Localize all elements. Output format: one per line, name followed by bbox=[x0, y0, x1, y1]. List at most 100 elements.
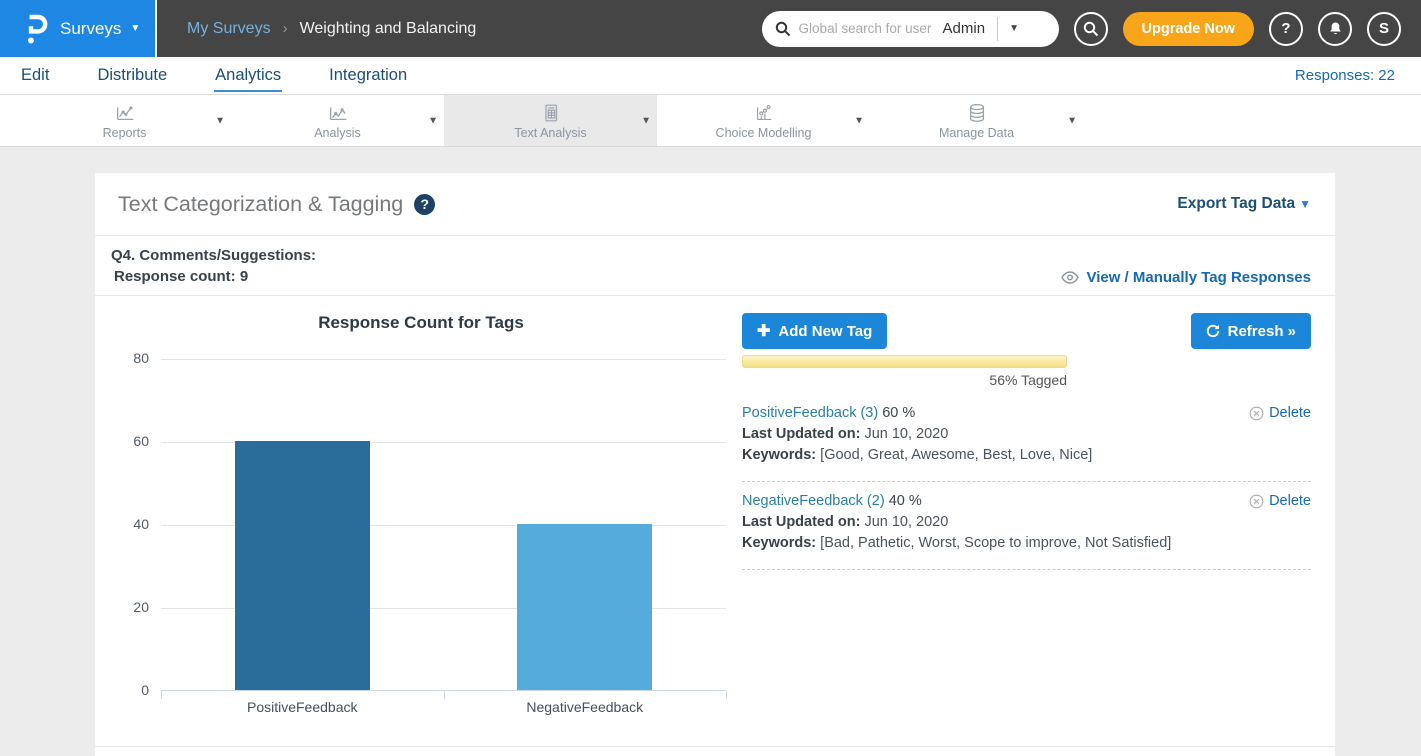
chart-plot: 0 20 40 60 80 bbox=[133, 350, 727, 699]
question-section: Q4. Comments/Suggestions: Response count… bbox=[95, 236, 1335, 296]
chevron-down-icon[interactable]: ▼ bbox=[1067, 115, 1077, 126]
tag-item-negativefeedback-2: NegativeFeedback (2) 40 % Last Updated on… bbox=[742, 482, 1311, 570]
chevron-down-icon: ▼ bbox=[130, 23, 141, 34]
view-manually-tag-link[interactable]: View / Manually Tag Responses bbox=[1061, 269, 1311, 286]
question-label: Q4. Comments/Suggestions: bbox=[111, 247, 317, 264]
y-axis-tick-label: 60 bbox=[133, 433, 149, 449]
chevron-down-icon: ▼ bbox=[1299, 197, 1311, 211]
breadcrumb-current: Weighting and Balancing bbox=[299, 19, 477, 37]
upgrade-now-button[interactable]: Upgrade Now bbox=[1122, 11, 1254, 46]
breadcrumb: My Surveys › Weighting and Balancing bbox=[187, 0, 476, 57]
x-axis-line bbox=[161, 690, 726, 691]
toolbar-item-label: Manage Data bbox=[938, 125, 1015, 140]
tags-list: PositiveFeedback (3) 60 % Last Updated on… bbox=[742, 394, 1311, 570]
spacer bbox=[95, 735, 1335, 747]
plus-icon: ✚ bbox=[757, 323, 771, 340]
tags-actions: ✚ Add New Tag Refresh » bbox=[742, 313, 1311, 349]
refresh-icon bbox=[1206, 324, 1220, 338]
chevron-down-icon[interactable]: ▼ bbox=[215, 115, 225, 126]
eye-icon bbox=[1061, 271, 1080, 284]
y-axis-tick-label: 0 bbox=[141, 682, 149, 698]
tag-percent: 40 % bbox=[888, 493, 922, 509]
y-axis-tick-label: 40 bbox=[133, 516, 149, 532]
chart-x-labels: PositiveFeedback NegativeFeedback bbox=[161, 699, 726, 725]
delete-button[interactable]: Delete bbox=[1249, 491, 1311, 512]
toolbar-item-label: Reports bbox=[102, 125, 147, 140]
x-axis-category-label: PositiveFeedback bbox=[246, 699, 358, 715]
gridline bbox=[161, 442, 726, 443]
tab-edit[interactable]: Edit bbox=[21, 65, 50, 84]
help-button[interactable]: ? bbox=[1269, 11, 1303, 46]
progress-label: 56% Tagged bbox=[989, 372, 1067, 388]
x-axis-tick bbox=[161, 691, 162, 699]
search-input[interactable] bbox=[798, 21, 939, 36]
database-icon bbox=[965, 102, 989, 124]
gridline bbox=[161, 608, 726, 609]
search-button[interactable] bbox=[1073, 11, 1108, 46]
toolbar-item-analysis[interactable]: Analysis ▼ bbox=[231, 95, 444, 146]
main-area: Text Categorization & Tagging ? Export T… bbox=[0, 147, 1421, 756]
x-axis-category-label: NegativeFeedback bbox=[526, 699, 644, 715]
refresh-button[interactable]: Refresh » bbox=[1190, 313, 1311, 349]
top-header: Surveys ▼ My Surveys › Weighting and Bal… bbox=[0, 0, 1421, 57]
text-analysis-icon bbox=[539, 102, 563, 124]
chevron-down-icon[interactable]: ▼ bbox=[854, 115, 864, 126]
chart-column: Response Count for Tags 0 20 40 60 80 Positi… bbox=[111, 311, 731, 725]
tab-analytics[interactable]: Analytics bbox=[214, 60, 283, 92]
search-icon bbox=[775, 21, 791, 37]
gridline bbox=[161, 359, 726, 360]
circle-x-icon bbox=[1249, 494, 1264, 509]
tag-item-positivefeedback-3: PositiveFeedback (3) 60 % Last Updated on… bbox=[742, 394, 1311, 482]
tagging-progress: 56% Tagged bbox=[742, 355, 1067, 388]
y-axis-tick-label: 20 bbox=[133, 599, 149, 615]
search-scope-label: Admin bbox=[942, 20, 986, 37]
chevron-down-icon[interactable]: ▼ bbox=[1009, 23, 1019, 34]
global-search-box[interactable]: Admin ▼ bbox=[761, 10, 1059, 47]
bar-negativefeedback[interactable] bbox=[517, 524, 653, 690]
add-new-tag-button[interactable]: ✚ Add New Tag bbox=[742, 313, 888, 349]
product-name: Surveys bbox=[60, 18, 122, 38]
tag-name-link[interactable]: PositiveFeedback (3) bbox=[742, 405, 879, 421]
notifications-button[interactable] bbox=[1318, 11, 1352, 46]
choice-modelling-icon bbox=[752, 102, 776, 124]
bar-positivefeedback[interactable] bbox=[234, 441, 370, 690]
chevron-down-icon[interactable]: ▼ bbox=[428, 115, 438, 126]
page-title: Text Categorization & Tagging bbox=[118, 191, 404, 216]
product-switcher[interactable]: Surveys ▼ bbox=[0, 0, 157, 57]
questionpro-logo-icon bbox=[24, 14, 48, 44]
divider bbox=[997, 16, 999, 41]
help-icon[interactable]: ? bbox=[414, 193, 436, 215]
toolbar-item-label: Choice Modelling bbox=[715, 125, 812, 140]
export-tag-data-button[interactable]: Export Tag Data ▼ bbox=[1177, 195, 1311, 212]
card-title-row: Text Categorization & Tagging ? Export T… bbox=[95, 173, 1335, 236]
avatar[interactable]: S bbox=[1367, 11, 1401, 46]
response-count-label: Response count: 9 bbox=[114, 268, 249, 285]
toolbar-item-manage-data[interactable]: Manage Data ▼ bbox=[870, 95, 1083, 146]
tab-distribute[interactable]: Distribute bbox=[97, 65, 168, 84]
responses-count[interactable]: Responses: 22 bbox=[1294, 67, 1395, 84]
delete-button[interactable]: Delete bbox=[1249, 403, 1311, 424]
toolbar-item-choice-modelling[interactable]: Choice Modelling ▼ bbox=[657, 95, 870, 146]
tag-header: PositiveFeedback (3) 60 % bbox=[742, 403, 1311, 424]
tag-name-link[interactable]: NegativeFeedback (2) bbox=[742, 493, 885, 509]
tag-updated: Last Updated on: Jun 10, 2020 bbox=[742, 426, 949, 442]
x-axis-tick bbox=[726, 691, 727, 699]
content-row: Response Count for Tags 0 20 40 60 80 Positi… bbox=[95, 296, 1335, 725]
tag-header: NegativeFeedback (2) 40 % bbox=[742, 491, 1311, 512]
toolbar-item-label: Analysis bbox=[314, 125, 361, 140]
breadcrumb-separator-icon: › bbox=[282, 20, 288, 37]
gridline bbox=[161, 525, 726, 526]
header-actions: Admin ▼ Upgrade Now ? S bbox=[761, 0, 1421, 57]
tag-percent: 60 % bbox=[882, 405, 916, 421]
toolbar-item-reports[interactable]: Reports ▼ bbox=[18, 95, 231, 146]
tag-keywords: Keywords: [Bad, Pathetic, Worst, Scope t… bbox=[742, 535, 1172, 551]
y-axis-tick-label: 80 bbox=[133, 350, 149, 366]
toolbar-item-text-analysis[interactable]: Text Analysis ▼ bbox=[444, 95, 657, 146]
progress-bar bbox=[742, 355, 1067, 368]
breadcrumb-parent-link[interactable]: My Surveys bbox=[187, 19, 271, 37]
tab-integration[interactable]: Integration bbox=[329, 65, 408, 84]
chevron-down-icon[interactable]: ▼ bbox=[641, 115, 651, 126]
survey-nav-tabs: Edit Distribute Analytics Integration Respo… bbox=[0, 57, 1421, 95]
toolbar-item-label: Text Analysis bbox=[514, 125, 587, 140]
tag-keywords: Keywords: [Good, Great, Awesome, Best, L… bbox=[742, 447, 1093, 463]
